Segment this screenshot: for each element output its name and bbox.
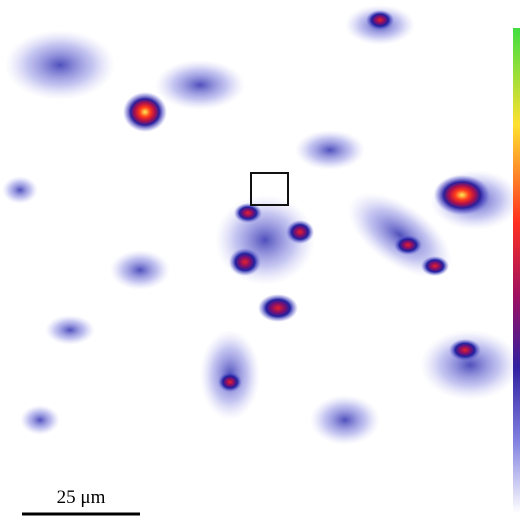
color-bar xyxy=(513,28,520,513)
cloud xyxy=(20,405,60,435)
hotspot xyxy=(434,175,490,215)
hotspot xyxy=(218,372,242,392)
cloud xyxy=(5,30,115,100)
cloud xyxy=(110,250,170,290)
cloud xyxy=(295,130,365,170)
hotspot xyxy=(394,235,422,255)
hotspot xyxy=(366,10,394,30)
cloud xyxy=(45,315,95,345)
hotspot xyxy=(229,248,261,276)
hotspot xyxy=(258,294,298,322)
cloud xyxy=(2,176,38,204)
cloud xyxy=(155,60,245,110)
micrograph: 25 μm xyxy=(0,0,530,519)
hotspot xyxy=(449,339,481,361)
cloud xyxy=(310,395,380,445)
scale-bar-label: 25 μm xyxy=(57,487,106,508)
hotspot xyxy=(123,92,167,132)
hotspot xyxy=(286,220,314,244)
hotspot xyxy=(421,256,449,276)
